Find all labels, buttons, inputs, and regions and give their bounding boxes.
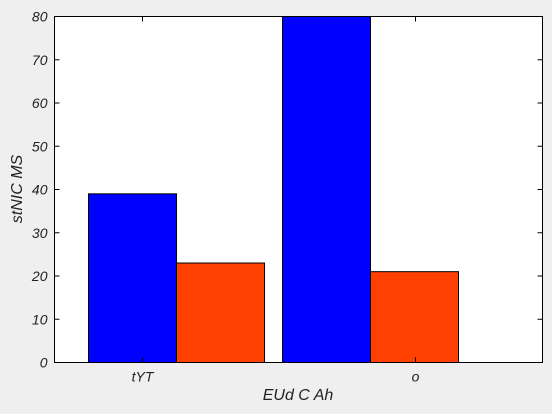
y-tick-label: 80 <box>32 9 48 25</box>
y-axis-ticks: 0 10 20 30 40 50 60 70 80 <box>31 9 543 371</box>
y-tick-label: 50 <box>32 138 48 154</box>
y-tick-label: 60 <box>32 95 48 111</box>
y-tick-label: 30 <box>32 225 48 241</box>
x-tick-label: tYT <box>132 369 155 385</box>
x-axis-label: EUd C Ah <box>263 387 334 404</box>
y-tick-label: 70 <box>32 52 48 68</box>
y-tick-label: 10 <box>32 311 48 327</box>
x-axis-ticks: tYT o <box>132 16 420 385</box>
bar-series2-tYT <box>176 262 265 363</box>
y-tick-label: 40 <box>32 182 48 198</box>
y-tick-label: 0 <box>40 355 48 371</box>
y-axis-label: stNIC MS <box>9 154 26 223</box>
bar-series1-tYT <box>88 193 177 363</box>
bar-series2-o <box>370 271 459 363</box>
bar-series1-o <box>282 16 371 363</box>
bars-group <box>88 16 459 363</box>
y-tick-label: 20 <box>31 268 48 284</box>
x-tick-label: o <box>412 369 420 385</box>
